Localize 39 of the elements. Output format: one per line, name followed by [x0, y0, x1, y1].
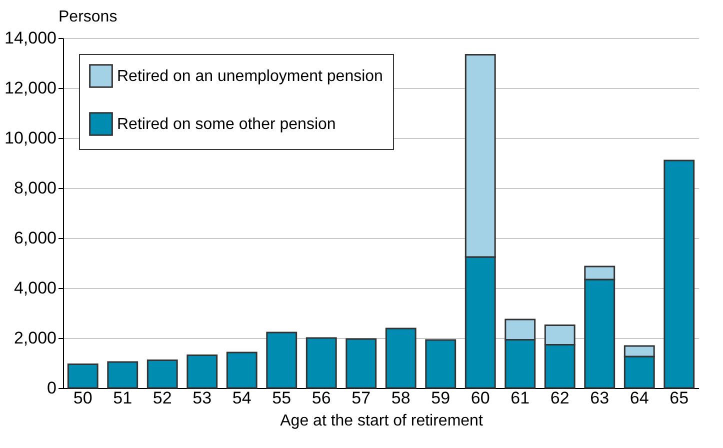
y-tick-label: 4,000 — [14, 278, 56, 298]
bar — [385, 328, 416, 389]
x-tick-label: 56 — [312, 388, 331, 408]
x-tick-label: 52 — [152, 388, 172, 408]
x-tick-label: 60 — [470, 388, 490, 408]
bar — [107, 361, 138, 389]
x-tick-label: 54 — [232, 388, 252, 408]
x-tick-label: 61 — [510, 388, 530, 408]
y-tick-label: 8,000 — [14, 178, 56, 198]
x-tick-label: 51 — [113, 388, 132, 408]
y-tick-label: 6,000 — [14, 228, 56, 248]
y-tick-label: 10,000 — [4, 128, 56, 148]
x-tick-label: 58 — [391, 388, 410, 408]
legend-label: Retired on some other pension — [117, 116, 336, 133]
bar — [306, 337, 337, 389]
x-tick-label: 62 — [550, 388, 570, 408]
y-axis-title: Persons — [58, 8, 118, 26]
x-tick-label: 59 — [431, 388, 450, 408]
y-tick-label: 0 — [47, 378, 56, 398]
x-tick-label: 57 — [352, 388, 371, 408]
bar — [186, 354, 218, 389]
x-tick-label: 50 — [73, 388, 92, 408]
bar — [425, 339, 456, 389]
bar — [67, 364, 98, 389]
x-axis-title: Age at the start of retirement — [280, 412, 484, 430]
legend-label: Retired on an unemployment pension — [117, 68, 383, 85]
x-tick-label: 64 — [630, 388, 649, 408]
y-tick-label: 14,000 — [4, 28, 56, 48]
x-tick-label: 53 — [192, 388, 212, 408]
bar — [346, 338, 377, 389]
x-tick-label: 63 — [590, 388, 610, 408]
y-tick-label: 12,000 — [4, 78, 56, 98]
bar — [664, 160, 695, 389]
bar — [146, 360, 178, 389]
x-tick-label: 65 — [670, 388, 689, 408]
y-tick-label: 2,000 — [14, 328, 56, 348]
bar — [266, 332, 298, 389]
x-tick-label: 55 — [272, 388, 292, 408]
bar — [226, 352, 258, 389]
